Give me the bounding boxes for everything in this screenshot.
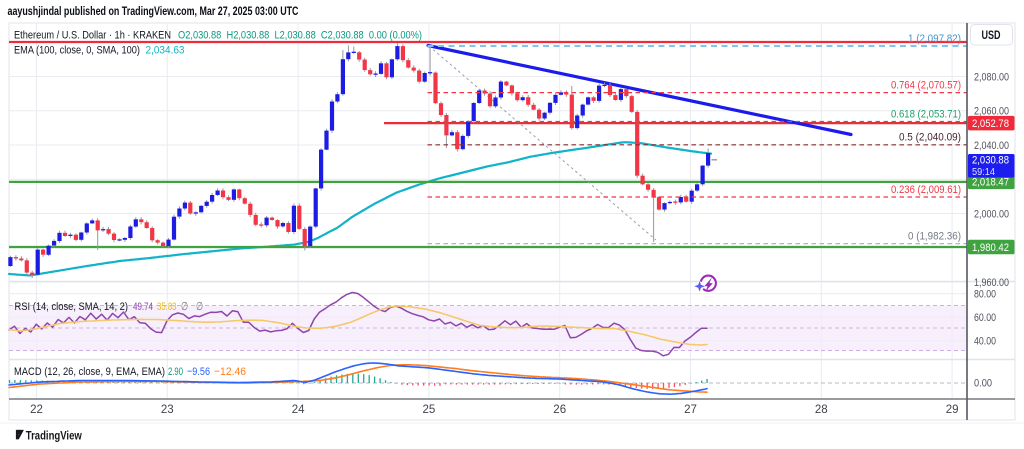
svg-text:0.00: 0.00	[974, 378, 992, 390]
svg-text:RSI (14, close, SMA, 14, 2): RSI (14, close, SMA, 14, 2)	[15, 301, 129, 313]
svg-text:∅: ∅	[196, 301, 203, 313]
svg-text:2,034.63: 2,034.63	[146, 44, 185, 56]
svg-text:MACD (12, 26, close, 9, EMA, E: MACD (12, 26, close, 9, EMA, EMA)	[14, 366, 165, 378]
svg-text:2,060.00: 2,060.00	[974, 106, 1009, 118]
svg-text:35.83: 35.83	[157, 301, 177, 313]
svg-text:0.764 (2,070.57): 0.764 (2,070.57)	[891, 79, 961, 91]
svg-text:EMA (100, close, 0, SMA, 100): EMA (100, close, 0, SMA, 100)	[14, 44, 140, 56]
svg-text:49.74: 49.74	[133, 301, 153, 313]
svg-text:2,018.47: 2,018.47	[972, 177, 1009, 189]
svg-text:23: 23	[161, 404, 174, 416]
svg-text:USD: USD	[982, 30, 1001, 42]
svg-text:1,980.42: 1,980.42	[972, 242, 1009, 254]
svg-text:26: 26	[553, 404, 566, 416]
svg-text:0.5 (2,040.09): 0.5 (2,040.09)	[899, 132, 961, 144]
svg-text:28: 28	[815, 404, 828, 416]
svg-text:0.236 (2,009.61): 0.236 (2,009.61)	[891, 184, 961, 196]
svg-text:∅: ∅	[181, 301, 188, 313]
svg-text:1 (2,097.82): 1 (2,097.82)	[908, 33, 961, 45]
svg-text:59:14: 59:14	[972, 166, 995, 178]
svg-text:40.00: 40.00	[974, 336, 996, 348]
svg-text:80.00: 80.00	[974, 289, 996, 301]
svg-text:2,000.00: 2,000.00	[974, 208, 1009, 220]
svg-text:2,040.00: 2,040.00	[974, 140, 1009, 152]
svg-text:2,080.00: 2,080.00	[974, 71, 1009, 83]
svg-text:2.90: 2.90	[168, 366, 183, 378]
svg-text:−12.46: −12.46	[214, 366, 246, 378]
svg-text:27: 27	[684, 404, 697, 416]
svg-text:0 (1,982.36): 0 (1,982.36)	[908, 231, 961, 243]
svg-text:1,960.00: 1,960.00	[974, 277, 1009, 289]
svg-text:aayushjindal published on Trad: aayushjindal published on TradingView.co…	[8, 6, 299, 18]
svg-text:−9.56: −9.56	[187, 366, 210, 378]
svg-text:25: 25	[423, 404, 436, 416]
svg-text:22: 22	[30, 404, 43, 416]
svg-text:2,052.78: 2,052.78	[972, 118, 1009, 130]
svg-text:Ethereum / U.S. Dollar · 1h ·: Ethereum / U.S. Dollar · 1h · KRAKEN	[14, 29, 171, 41]
svg-text:TradingView: TradingView	[26, 429, 82, 443]
svg-text:29: 29	[946, 404, 959, 416]
svg-text:60.00: 60.00	[974, 312, 996, 324]
svg-text:24: 24	[292, 404, 305, 416]
svg-text:2,030.88: 2,030.88	[972, 155, 1009, 167]
svg-text:O2,030.88 H2,030.88 L2,030.8: O2,030.88 H2,030.88 L2,030.88 C2,030.88 …	[178, 29, 422, 41]
svg-text:0.618 (2,053.71): 0.618 (2,053.71)	[891, 108, 961, 120]
